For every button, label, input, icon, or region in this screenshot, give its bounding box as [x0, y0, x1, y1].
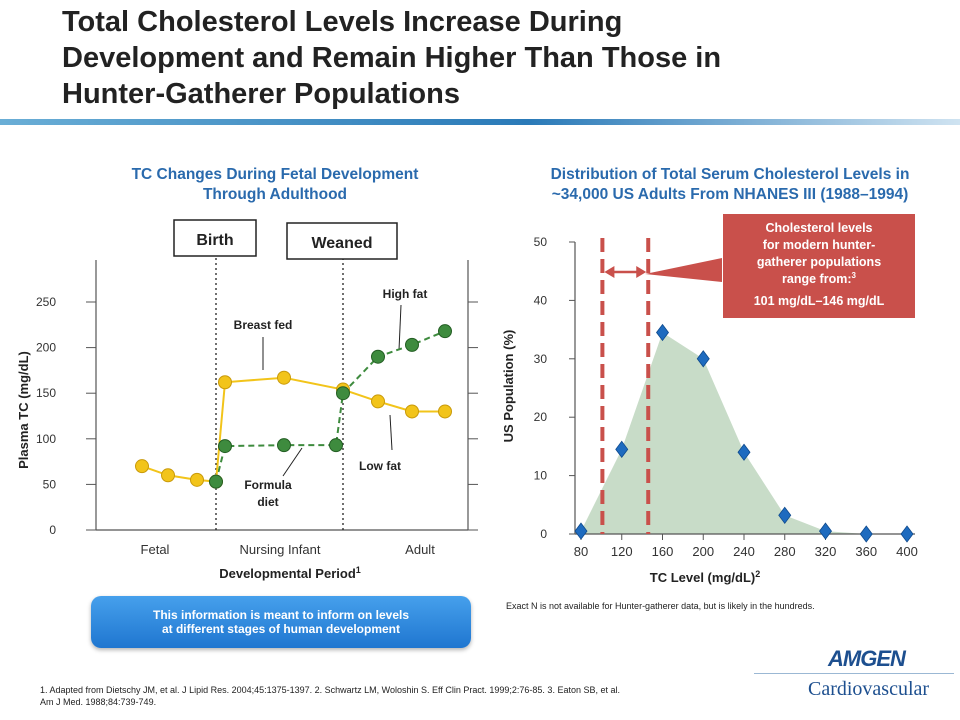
right-xtick-label: 320 [815, 544, 837, 559]
right-ytick-label: 30 [534, 352, 548, 366]
breast-fed-point [371, 394, 385, 409]
breast-fed-point [277, 370, 291, 385]
right-xtick-label: 160 [652, 544, 674, 559]
right-xtick-label: 400 [896, 544, 918, 559]
logo-rule [754, 673, 954, 674]
right-xlabel: TC Level (mg/dL)2 [650, 569, 760, 585]
right-xtick-label: 200 [692, 544, 714, 559]
formula-point [405, 337, 419, 352]
distribution-point [615, 440, 629, 458]
right-chart-title: Distribution of Total Serum Cholesterol … [505, 165, 955, 205]
annotation-breast-fed: Breast fed [234, 318, 293, 332]
right-ytick-label: 20 [534, 410, 548, 424]
breast-fed-point [161, 468, 175, 483]
fetal-overlap-point [209, 474, 223, 489]
breast-fed-low-fat-line [141, 376, 445, 483]
hunter-gatherer-callout: Cholesterol levels for modern hunter- ga… [645, 212, 917, 320]
title-rule [0, 119, 960, 125]
info-line2: at different stages of human development [161, 622, 401, 636]
right-xtick-label: 80 [574, 544, 588, 559]
breast-fed-point [438, 404, 452, 419]
svg-text:101 mg/dL–146 mg/dL: 101 mg/dL–146 mg/dL [754, 294, 885, 308]
left-ytick-label: 250 [36, 295, 56, 309]
right-ytick-label: 0 [540, 527, 547, 541]
svg-text:Cholesterol levels: Cholesterol levels [766, 221, 873, 235]
footnote-line2: Am J Med. 1988;84:739-749. [40, 697, 157, 707]
svg-text:Birth: Birth [196, 232, 233, 249]
footnotes: 1. Adapted from Dietschy JM, et al. J Li… [40, 684, 760, 708]
distribution-point [900, 525, 914, 543]
formula-point [329, 438, 343, 453]
breast-fed-point [218, 375, 232, 390]
right-title-line1: Distribution of Total Serum Cholesterol … [550, 166, 910, 183]
right-xtick-label: 280 [774, 544, 796, 559]
distribution-point [696, 350, 710, 368]
left-ytick-label: 200 [36, 341, 56, 355]
right-chart-note: Exact N is not available for Hunter-gath… [506, 601, 815, 611]
footnote-line1: 1. Adapted from Dietschy JM, et al. J Li… [40, 685, 620, 695]
distribution-point [656, 323, 669, 342]
slide-title: Total Cholesterol Levels Increase During… [62, 4, 942, 112]
distribution-point [574, 522, 588, 540]
right-ylabel: US Population (%) [501, 330, 516, 443]
left-ytick-label: 100 [36, 432, 56, 446]
right-ytick-label: 50 [534, 235, 548, 249]
right-ytick-label: 10 [534, 469, 548, 483]
formula-point [277, 438, 291, 453]
annotation-high-fat: High fat [383, 287, 428, 301]
annotation-low-fat: Low fat [359, 459, 401, 473]
svg-text:Weaned: Weaned [311, 235, 372, 252]
right-xtick-label: 360 [855, 544, 877, 559]
right-xtick-label: 240 [733, 544, 755, 559]
breast-fed-point [135, 459, 149, 474]
formula-point [218, 439, 232, 454]
distribution-point [859, 525, 873, 543]
svg-text:gatherer populations: gatherer populations [757, 255, 881, 269]
left-title-line2: Through Adulthood [202, 186, 348, 203]
left-ytick-label: 50 [43, 477, 57, 491]
left-period-label: Nursing Infant [240, 542, 321, 557]
amgen-logo: AMGEN [828, 646, 906, 671]
left-ytick-label: 150 [36, 386, 56, 400]
breast-fed-point [190, 472, 204, 487]
left-ytick-label: 0 [49, 523, 56, 537]
birth-box: Birth [173, 219, 257, 257]
left-annotations: Breast fed Formula diet High fat Low fat [234, 287, 428, 509]
right-chart: 0 10 20 30 40 50 80 120 160 200 240 280 320 360 400 US… [501, 212, 918, 585]
left-period-label: Fetal [141, 542, 170, 557]
distribution-point [819, 522, 832, 540]
distribution-area [581, 332, 907, 534]
right-ytick-label: 40 [534, 293, 548, 307]
title-line: Total Cholesterol Levels Increase During [62, 6, 623, 38]
left-ylabel: Plasma TC (mg/dL) [16, 351, 31, 469]
svg-text:for modern hunter-: for modern hunter- [763, 238, 876, 252]
left-title-line1: TC Changes During Fetal Development [131, 166, 419, 183]
title-line: Development and Remain Higher Than Those… [62, 42, 722, 74]
left-xlabel: Developmental Period1 [219, 565, 361, 581]
formula-point [336, 386, 350, 401]
breast-fed-point [405, 404, 419, 419]
arrowhead-right [636, 266, 647, 278]
distribution-point [778, 506, 792, 524]
info-line1: This information is meant to inform on l… [152, 608, 410, 622]
annotation-formula: Formula [244, 478, 292, 492]
logo-subtitle: Cardiovascular [808, 678, 930, 700]
right-title-line2: ~34,000 US Adults From NHANES III (1988–… [551, 186, 909, 203]
title-line: Hunter-Gatherer Populations [62, 78, 460, 110]
arrowhead-left [604, 266, 615, 278]
left-period-label: Adult [405, 542, 435, 557]
formula-point [438, 324, 452, 339]
weaned-box: Weaned [286, 222, 398, 260]
formula-point [371, 349, 385, 364]
annotation-diet: diet [257, 495, 278, 509]
left-chart-title: TC Changes During Fetal Development Thro… [90, 165, 460, 205]
right-xtick-label: 120 [611, 544, 633, 559]
info-callout: This information is meant to inform on l… [91, 596, 471, 648]
svg-text:range from:3: range from:3 [782, 271, 856, 286]
distribution-point [737, 443, 751, 461]
